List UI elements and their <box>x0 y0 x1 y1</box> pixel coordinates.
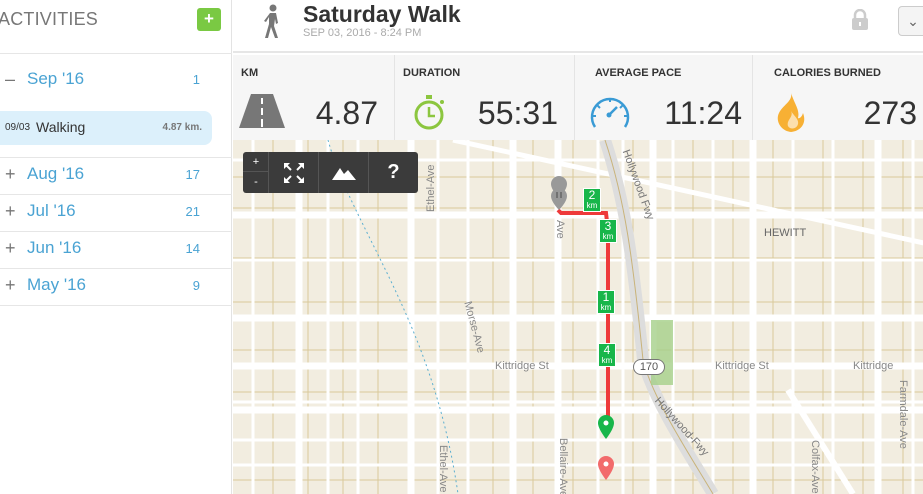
km-marker-2: 2 km <box>583 188 601 212</box>
end-pin-icon[interactable] <box>598 456 614 480</box>
stat-duration: DURATION 55:31 <box>395 55 575 140</box>
month-label: Jul '16 <box>27 201 76 220</box>
divider <box>0 194 232 195</box>
stat-distance: KM 4.87 <box>233 55 395 140</box>
expand-icon: + <box>5 238 16 258</box>
month-count: 9 <box>192 278 200 293</box>
month-count: 1 <box>192 72 200 87</box>
zoom-controls: + - <box>243 152 269 193</box>
stat-value: 273 <box>863 95 917 131</box>
activity-date: 09/03 <box>5 122 31 133</box>
activity-type: Walking <box>36 119 86 135</box>
month-row-aug[interactable]: + Aug '16 17 <box>0 158 232 195</box>
expand-icon: + <box>5 275 16 295</box>
zoom-out-button[interactable]: - <box>254 176 258 188</box>
month-row-jul[interactable]: + Jul '16 21 <box>0 195 232 232</box>
route-map[interactable]: Kittridge St Kittridge St Kittridge HEWI… <box>233 140 923 494</box>
flame-icon <box>777 93 805 132</box>
highway-shield: 170 <box>633 359 665 375</box>
street-label: Farmdale-Ave <box>897 380 909 449</box>
month-count: 21 <box>185 204 200 219</box>
activity-datetime: SEP 03, 2016 - 8:24 PM <box>303 27 422 39</box>
walking-person-icon <box>264 4 278 38</box>
street-label: Ethel-Ave <box>437 445 449 493</box>
park <box>651 320 673 385</box>
km-marker-4: 4 km <box>598 343 616 367</box>
activity-distance: 4.87 km. <box>162 122 202 133</box>
fullscreen-button[interactable] <box>269 152 319 193</box>
km-number: 2 <box>588 188 596 202</box>
page-title: Saturday Walk <box>303 1 461 27</box>
stopwatch-icon <box>414 95 444 130</box>
activity-item[interactable]: 09/03 Walking 4.87 km. <box>0 111 212 145</box>
stat-calories: CALORIES BURNED 273 <box>753 55 923 140</box>
street-label: Bellaire-Ave <box>557 438 569 494</box>
divider <box>0 268 232 269</box>
month-row-may[interactable]: + May '16 9 <box>0 269 232 306</box>
options-dropdown-button[interactable]: ⌄ <box>898 6 923 36</box>
km-marker-1: 1 km <box>597 290 615 314</box>
stat-value: 55:31 <box>477 95 558 131</box>
stat-label: CALORIES BURNED <box>774 67 881 79</box>
expand-icon: + <box>5 201 16 221</box>
stats-bar: KM 4.87 DURATION 55:31 AVERAGE PACE 11:2… <box>233 55 923 140</box>
stat-label: KM <box>241 67 259 79</box>
lock-icon[interactable] <box>850 9 870 31</box>
expand-icon: + <box>5 164 16 184</box>
activity-header: Saturday Walk SEP 03, 2016 - 8:24 PM ⌄ <box>233 0 923 53</box>
month-row-sep[interactable]: – Sep '16 1 <box>0 63 232 100</box>
stat-value: 4.87 <box>315 95 378 131</box>
zoom-in-button[interactable]: + <box>243 154 269 172</box>
km-unit: km <box>586 201 598 210</box>
terrain-button[interactable] <box>319 152 369 193</box>
divider <box>0 157 232 158</box>
stat-label: AVERAGE PACE <box>595 67 682 79</box>
start-pin-icon[interactable] <box>598 415 614 439</box>
map-canvas[interactable] <box>233 140 923 494</box>
month-label: Jun '16 <box>27 238 82 257</box>
add-activity-button[interactable]: + <box>197 8 221 31</box>
km-unit: km <box>602 232 614 241</box>
km-unit: km <box>600 303 612 312</box>
map-controls: + - ? <box>243 152 418 193</box>
stat-pace: AVERAGE PACE 11:24 <box>575 55 753 140</box>
divider <box>0 231 232 232</box>
street-label: Kittridge St <box>495 360 549 372</box>
km-unit: km <box>601 356 613 365</box>
pause-marker-icon <box>551 176 567 215</box>
street-label: Ave <box>554 220 566 239</box>
divider <box>0 305 232 306</box>
expand-icon <box>283 163 304 183</box>
speedometer-icon <box>590 97 630 128</box>
chevron-down-icon: ⌄ <box>907 13 919 29</box>
stat-label: DURATION <box>403 67 461 79</box>
month-count: 14 <box>185 241 200 256</box>
km-number: 4 <box>603 343 611 357</box>
month-row-jun[interactable]: + Jun '16 14 <box>0 232 232 269</box>
mountain-icon <box>331 168 356 180</box>
sidebar-title: ACTIVITIES <box>0 9 99 29</box>
street-label: Kittridge St <box>715 360 769 372</box>
month-label: Aug '16 <box>27 164 85 183</box>
street-label: Ethel-Ave <box>425 164 437 213</box>
km-number: 1 <box>602 290 610 304</box>
month-label: May '16 <box>27 275 86 294</box>
month-label: Sep '16 <box>27 69 85 88</box>
help-button[interactable]: ? <box>387 161 400 183</box>
km-number: 3 <box>604 219 612 233</box>
street-label: Colfax-Ave <box>809 440 821 494</box>
collapse-icon: – <box>5 69 16 89</box>
divider <box>0 53 232 54</box>
street-label: Kittridge <box>853 360 894 372</box>
road-icon <box>239 94 285 128</box>
sidebar: ACTIVITIES + – Sep '16 1 09/03 Walking 4… <box>0 0 232 494</box>
month-count: 17 <box>185 167 200 182</box>
stat-value: 11:24 <box>664 95 742 131</box>
area-label: HEWITT <box>764 227 807 239</box>
km-marker-3: 3 km <box>599 219 617 243</box>
